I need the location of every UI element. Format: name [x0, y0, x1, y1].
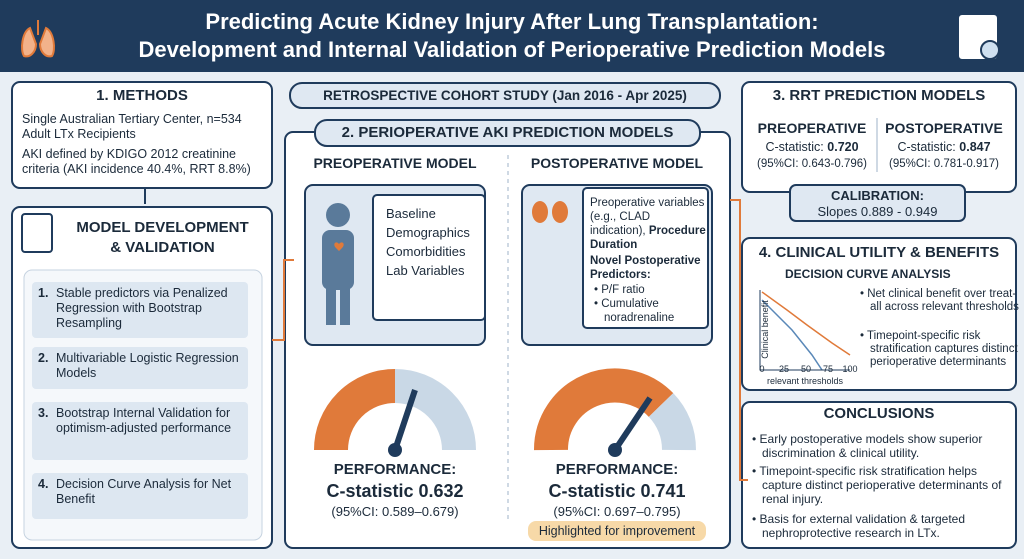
section-title: 2. PERIOPERATIVE AKI PREDICTION MODELS: [341, 124, 674, 141]
variable: Lab Variables: [386, 263, 465, 278]
step-text: Stable predictors via Penalized Regressi…: [56, 286, 228, 330]
text: Novel Postoperative Predictors:: [590, 255, 701, 281]
step-text: Decision Curve Analysis for Net Benefit: [56, 477, 232, 506]
bullet: Timepoint-specific risk stratification h…: [752, 464, 1020, 506]
heading: PREOPERATIVE: [757, 120, 867, 136]
axis-label: Clinical benefit: [759, 300, 770, 359]
section-title: 4. CLINICAL UTILITY & BENEFITS: [758, 244, 1000, 261]
step-number: 1.: [38, 286, 49, 300]
title-line: & VALIDATION: [110, 239, 215, 256]
x-tick-label: 0: [759, 364, 765, 374]
c-statistic: C-statistic: 0.720: [746, 140, 878, 155]
variable: Comorbidities: [386, 244, 466, 259]
label: C-statistic:: [765, 140, 824, 154]
subtitle: DECISION CURVE ANALYSIS: [785, 267, 951, 281]
variable: Demographics: [386, 225, 470, 240]
step-text: Bootstrap Internal Validation for optimi…: [56, 406, 232, 435]
heading: POSTOPERATIVE: [885, 120, 1003, 136]
c-statistic: C-statistic: 0.847: [878, 140, 1010, 155]
text: Slopes 0.889 - 0.949: [817, 204, 938, 219]
value: 0.847: [959, 140, 991, 154]
title: Predicting Acute Kidney Injury After Lun…: [0, 8, 1024, 64]
section-title: 3. RRT PREDICTION MODELS: [772, 87, 986, 104]
paragraph: Single Australian Tertiary Center, n=534…: [22, 112, 242, 141]
performance-label: PERFORMANCE:: [333, 461, 457, 478]
text: Preoperative variables (e.g., CLAD indic…: [590, 197, 705, 237]
title-line: Predicting Acute Kidney Injury After Lun…: [205, 9, 819, 34]
variables: Preoperative variables (e.g., CLAD indic…: [590, 196, 706, 252]
x-tick-label: 50: [800, 364, 811, 374]
heading: PREOPERATIVE MODEL: [313, 155, 477, 171]
ci: (95%CI: 0.589–0.679): [331, 504, 459, 519]
paragraph: AKI defined by KDIGO 2012 creatinine cri…: [22, 147, 251, 176]
heading: CALIBRATION:: [831, 188, 924, 203]
bullet: Timepoint-specific risk stratification c…: [860, 330, 1020, 369]
value: 0.720: [827, 140, 859, 154]
ci: (95%CI: 0.781-0.917): [889, 158, 999, 170]
ci: (95%CI: 0.643-0.796): [757, 158, 867, 170]
title-line: Development and Internal Validation of P…: [138, 37, 886, 62]
x-tick-label: 75: [822, 364, 833, 374]
section-title: MODEL DEVELOPMENT & VALIDATION: [55, 218, 270, 258]
title-line: MODEL DEVELOPMENT: [76, 219, 249, 236]
step-number: 2.: [38, 351, 49, 365]
ci: (95%CI: 0.697–0.795): [553, 504, 681, 519]
banner: RETROSPECTIVE COHORT STUDY (Jan 2016 - A…: [323, 88, 687, 103]
performance-label: PERFORMANCE:: [555, 461, 679, 478]
x-tick-label: 25: [778, 364, 789, 374]
section-title: CONCLUSIONS: [823, 405, 935, 422]
variable: Baseline: [386, 206, 436, 221]
bullet: Basis for external validation & targeted…: [752, 512, 1020, 540]
bullet: Net clinical benefit over treat-all acro…: [860, 288, 1020, 314]
heading: POSTOPERATIVE MODEL: [530, 155, 704, 171]
step-number: 3.: [38, 406, 49, 420]
text: Procedure Duration: [590, 225, 706, 251]
c-statistic: C-statistic 0.632: [326, 481, 464, 501]
axis-label: relevant thresholds: [766, 376, 844, 386]
x-tick-label: 100: [842, 364, 858, 374]
highlight: Highlighted for improvement: [538, 524, 696, 538]
c-statistic: C-statistic 0.741: [548, 481, 686, 501]
step-number: 4.: [38, 477, 49, 491]
step-text: Multivariable Logistic Regression Models: [56, 351, 239, 380]
bullet: Early postoperative models show superior…: [752, 432, 1020, 460]
bullet: P/F ratio: [594, 283, 716, 297]
label: C-statistic:: [897, 140, 956, 154]
bullet: Cumulative noradrenaline: [594, 297, 716, 325]
section-title: 1. METHODS: [96, 87, 188, 104]
